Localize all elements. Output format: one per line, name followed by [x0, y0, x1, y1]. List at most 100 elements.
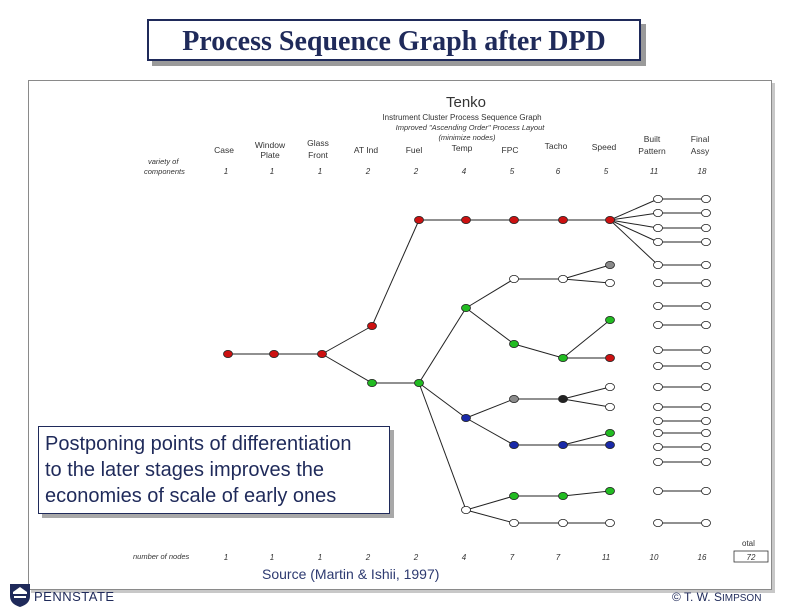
- variety-value: 1: [224, 167, 228, 176]
- column-label: Temp: [452, 143, 473, 153]
- callout-line-1: Postponing points of differentiation: [45, 433, 352, 455]
- node-count-value: 10: [650, 553, 659, 562]
- graph-node-white: [653, 382, 663, 391]
- graph-edge: [562, 432, 611, 446]
- column-label: Case: [214, 145, 234, 155]
- node-count-value: 1: [318, 553, 322, 562]
- graph-edge: [609, 219, 659, 266]
- graph-node-green: [605, 315, 615, 324]
- graph-edge: [418, 382, 467, 419]
- graph-node-red: [367, 321, 377, 330]
- graph-node-blue: [558, 440, 568, 449]
- graph-node-white: [653, 320, 663, 329]
- graph-node-white: [653, 486, 663, 495]
- graph-node-gray: [605, 260, 615, 269]
- graph-node-white: [701, 486, 711, 495]
- graph-node-green: [558, 491, 568, 500]
- graph-edge: [609, 219, 659, 229]
- slide-title: Process Sequence Graph after DPD: [182, 26, 606, 57]
- graph-node-white: [558, 274, 568, 283]
- graph-node-red: [605, 215, 615, 224]
- variety-value: 18: [698, 167, 707, 176]
- graph-node-white: [701, 301, 711, 310]
- graph-node-white: [701, 416, 711, 425]
- graph-edge: [465, 307, 515, 345]
- graph-node-white: [701, 345, 711, 354]
- graph-edge: [562, 264, 611, 280]
- graph-edge: [609, 219, 659, 243]
- total-box: [733, 550, 769, 563]
- graph-node-blue: [509, 440, 519, 449]
- graph-node-white: [701, 223, 711, 232]
- nodes-label: number of nodes: [133, 552, 190, 561]
- column-label: Window: [255, 140, 286, 150]
- graph-node-white: [558, 519, 568, 528]
- graph-node-white: [605, 519, 615, 528]
- variety-value: 2: [365, 167, 371, 176]
- graph-node-white: [653, 345, 663, 354]
- node-count-value: 11: [602, 553, 610, 562]
- variety-value: 6: [556, 167, 561, 176]
- graph-nodes: [223, 194, 711, 528]
- graph-node-green: [558, 353, 568, 362]
- node-count-value: 7: [510, 553, 515, 562]
- graph-node-red: [414, 215, 424, 224]
- column-label: Final: [691, 134, 710, 144]
- column-label-line2: Pattern: [638, 146, 666, 156]
- node-count-value: 1: [224, 553, 228, 562]
- graph-node-white: [701, 320, 711, 329]
- graph-edge: [465, 417, 515, 446]
- callout-line-3: economies of scale of early ones: [45, 485, 337, 507]
- variety-value: 2: [413, 167, 419, 176]
- graph-node-white: [653, 237, 663, 246]
- graph-edge: [418, 307, 467, 384]
- graph-node-white: [653, 260, 663, 269]
- variety-value: 1: [270, 167, 274, 176]
- graph-node-green: [509, 491, 519, 500]
- graph-edge: [418, 382, 467, 511]
- graph-node-white: [701, 194, 711, 203]
- graph-node-green: [605, 428, 615, 437]
- source-citation: Source (Martin & Ishii, 1997): [262, 566, 440, 582]
- total-value: 72: [747, 553, 756, 562]
- column-label: Tacho: [545, 141, 568, 151]
- graph-edge: [562, 386, 611, 400]
- title-box: Process Sequence Graph after DPD: [147, 19, 641, 61]
- graph-node-white: [653, 208, 663, 217]
- graph-node-red: [558, 215, 568, 224]
- copyright: © T. W. SIMPSON: [672, 590, 761, 604]
- graph-node-green: [414, 378, 424, 387]
- callout-text: Postponing points of differentiation to …: [45, 431, 385, 509]
- graph-node-white: [605, 278, 615, 287]
- graph-edge: [465, 495, 515, 511]
- graph-node-gray: [509, 394, 519, 403]
- graph-node-green: [509, 339, 519, 348]
- graph-node-white: [701, 260, 711, 269]
- graph-node-white: [701, 237, 711, 246]
- pennstate-wordmark: PENNSTATE: [34, 589, 115, 604]
- copyright-prefix: © T. W. S: [672, 590, 722, 604]
- graph-edge: [562, 398, 611, 408]
- node-count-value: 2: [413, 553, 419, 562]
- graph-edge: [465, 278, 515, 309]
- copyright-rest: IMPSON: [721, 593, 762, 604]
- graph-node-green: [605, 486, 615, 495]
- graph-node-blue: [461, 413, 471, 422]
- graph-node-white: [509, 274, 519, 283]
- graph-node-white: [461, 505, 471, 514]
- graph-node-white: [653, 402, 663, 411]
- node-count-value: 16: [698, 553, 707, 562]
- graph-node-green: [367, 378, 377, 387]
- variety-value: 1: [318, 167, 322, 176]
- graph-edge: [609, 212, 659, 221]
- graph-node-white: [653, 301, 663, 310]
- graph-edges: [228, 198, 706, 524]
- variety-value: 4: [462, 167, 467, 176]
- callout-line-2: to the later stages improves the: [45, 459, 325, 481]
- graph-node-white: [653, 442, 663, 451]
- node-count-value: 2: [365, 553, 371, 562]
- graph-node-white: [653, 416, 663, 425]
- column-label: Speed: [592, 142, 617, 152]
- variety-label-line2: components: [144, 167, 185, 176]
- graph-edge: [609, 198, 659, 221]
